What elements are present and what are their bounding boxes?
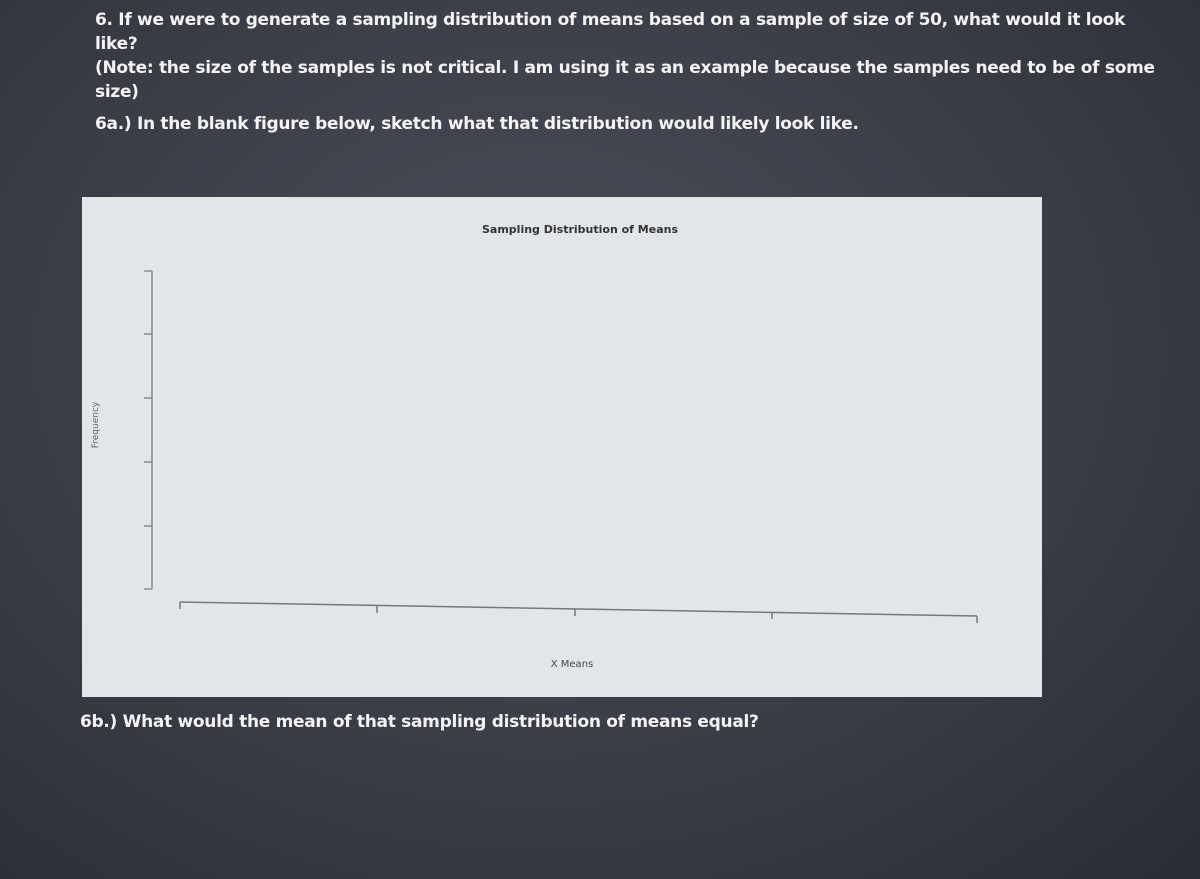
blank-figure: Sampling Distribution of Means X Means F… [82,197,1042,697]
y-axis [144,270,153,590]
part-a: 6a.) In the blank figure below, sketch w… [95,114,859,134]
question: 6. If we were to generate a sampling dis… [95,8,1155,104]
x-axis [179,601,978,623]
figure-canvas: Sampling Distribution of Means X Means F… [91,223,978,670]
part-b: 6b.) What would the mean of that samplin… [80,712,759,732]
question-note: (Note: the size of the samples is not cr… [95,58,1155,102]
question-text: 6. If we were to generate a sampling dis… [95,10,1126,54]
y-axis-label: Frequency [91,401,101,448]
figure-title: Sampling Distribution of Means [482,223,678,236]
x-axis-label: X Means [551,659,594,670]
